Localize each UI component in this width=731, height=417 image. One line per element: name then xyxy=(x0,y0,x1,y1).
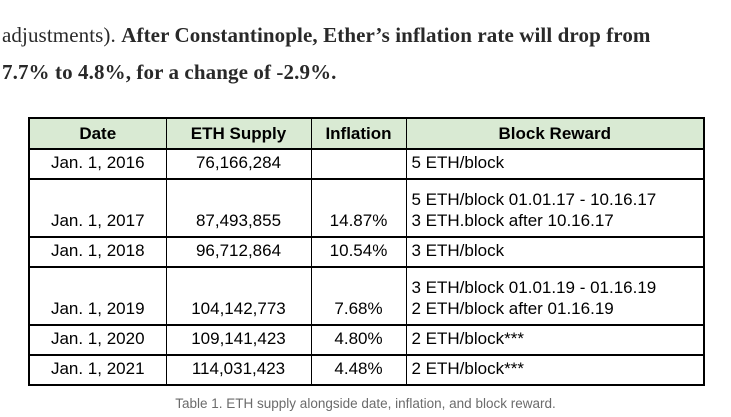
inflation-cell: 10.54% xyxy=(310,236,407,268)
reward-cell: 3 ETH/block xyxy=(405,236,705,268)
table-row: Jan. 1, 2017 87,493,855 14.87% 5 ETH/blo… xyxy=(28,178,705,238)
reward-cell: 2 ETH/block*** xyxy=(405,354,705,386)
article-paragraph: adjustments). After Constantinople, Ethe… xyxy=(2,17,722,91)
date-cell: Jan. 1, 2018 xyxy=(28,236,167,268)
supply-cell: 109,141,423 xyxy=(165,324,312,356)
table-row: Jan. 1, 2016 76,166,284 5 ETH/block xyxy=(28,148,705,180)
reward-cell: 2 ETH/block*** xyxy=(405,324,705,356)
paragraph-bold-text-line1: After Constantinople, Ether’s inflation … xyxy=(121,23,651,47)
table-row: Jan. 1, 2019 104,142,773 7.68% 3 ETH/blo… xyxy=(28,266,705,326)
supply-cell: 87,493,855 xyxy=(165,178,312,238)
table-caption: Table 1. ETH supply alongside date, infl… xyxy=(175,396,556,411)
inflation-cell: 4.48% xyxy=(310,354,407,386)
inflation-cell xyxy=(310,148,407,180)
supply-cell: 96,712,864 xyxy=(165,236,312,268)
paragraph-regular-text: adjustments). xyxy=(2,23,122,47)
col-header-eth-supply: ETH Supply xyxy=(165,117,312,150)
table-row: Jan. 1, 2021 114,031,423 4.48% 2 ETH/blo… xyxy=(28,354,705,386)
eth-supply-table: Date ETH Supply Inflation Block Reward J… xyxy=(28,117,705,386)
inflation-cell: 7.68% xyxy=(310,266,407,326)
supply-cell: 114,031,423 xyxy=(165,354,312,386)
col-header-block-reward: Block Reward xyxy=(405,117,705,150)
date-cell: Jan. 1, 2020 xyxy=(28,324,167,356)
col-header-date: Date xyxy=(28,117,167,150)
reward-cell: 5 ETH/block 01.01.17 - 10.16.17 3 ETH.bl… xyxy=(405,178,705,238)
table-row: Jan. 1, 2020 109,141,423 4.80% 2 ETH/blo… xyxy=(28,324,705,356)
inflation-cell: 14.87% xyxy=(310,178,407,238)
date-cell: Jan. 1, 2017 xyxy=(28,178,167,238)
date-cell: Jan. 1, 2021 xyxy=(28,354,167,386)
table-header-row: Date ETH Supply Inflation Block Reward xyxy=(28,117,705,150)
date-cell: Jan. 1, 2016 xyxy=(28,148,167,180)
date-cell: Jan. 1, 2019 xyxy=(28,266,167,326)
paragraph-bold-text-line2: 7.7% to 4.8%, for a change of -2.9%. xyxy=(2,60,337,84)
inflation-cell: 4.80% xyxy=(310,324,407,356)
col-header-inflation: Inflation xyxy=(310,117,407,150)
table-row: Jan. 1, 2018 96,712,864 10.54% 3 ETH/blo… xyxy=(28,236,705,268)
reward-cell: 5 ETH/block xyxy=(405,148,705,180)
supply-cell: 76,166,284 xyxy=(165,148,312,180)
reward-cell: 3 ETH/block 01.01.19 - 01.16.19 2 ETH/bl… xyxy=(405,266,705,326)
supply-cell: 104,142,773 xyxy=(165,266,312,326)
